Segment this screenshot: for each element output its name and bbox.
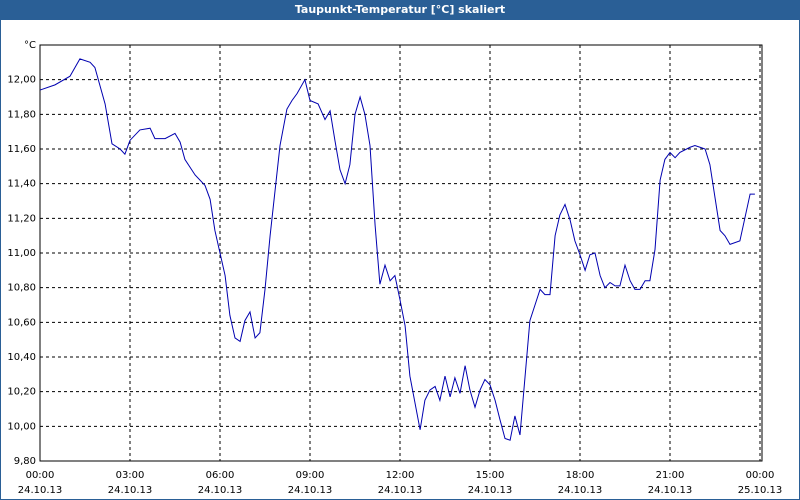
y-tick-label: 11,20: [7, 213, 36, 224]
x-tick-label: 15:00: [476, 470, 505, 481]
x-tick-label: 18:00: [566, 470, 595, 481]
y-tick-label: 12,00: [7, 75, 36, 86]
x-tick-date: 24.10.13: [198, 485, 243, 496]
y-unit-label: °C: [24, 40, 36, 51]
title-bar: [0, 0, 800, 20]
x-tick-label: 21:00: [656, 470, 685, 481]
x-tick-label: 03:00: [116, 470, 145, 481]
y-tick-label: 11,00: [7, 248, 36, 259]
x-tick-label: 12:00: [386, 470, 415, 481]
x-tick-label: 09:00: [296, 470, 325, 481]
y-tick-label: 11,60: [7, 144, 36, 155]
x-tick-date: 25.10.13: [738, 485, 783, 496]
y-tick-label: 9,80: [14, 456, 36, 467]
x-tick-date: 24.10.13: [108, 485, 153, 496]
x-tick-date: 24.10.13: [288, 485, 333, 496]
x-tick-date: 24.10.13: [378, 485, 423, 496]
x-tick-date: 24.10.13: [648, 485, 693, 496]
x-tick-label: 06:00: [206, 470, 235, 481]
y-tick-label: 10,80: [7, 283, 36, 294]
y-tick-label: 11,80: [7, 109, 36, 120]
x-tick-label: 00:00: [26, 470, 55, 481]
y-tick-label: 10,00: [7, 421, 36, 432]
data-line: [39, 58, 755, 441]
y-tick-label: 10,60: [7, 317, 36, 328]
y-tick-label: 10,40: [7, 352, 36, 363]
chart-title: Taupunkt-Temperatur [°C] skaliert: [295, 3, 505, 16]
x-tick-date: 24.10.13: [468, 485, 513, 496]
plot-frame: [39, 44, 763, 462]
x-tick-date: 24.10.13: [558, 485, 603, 496]
y-tick-label: 11,40: [7, 179, 36, 190]
y-tick-label: 10,20: [7, 387, 36, 398]
x-tick-label: 00:00: [746, 470, 775, 481]
x-tick-date: 24.10.13: [18, 485, 63, 496]
